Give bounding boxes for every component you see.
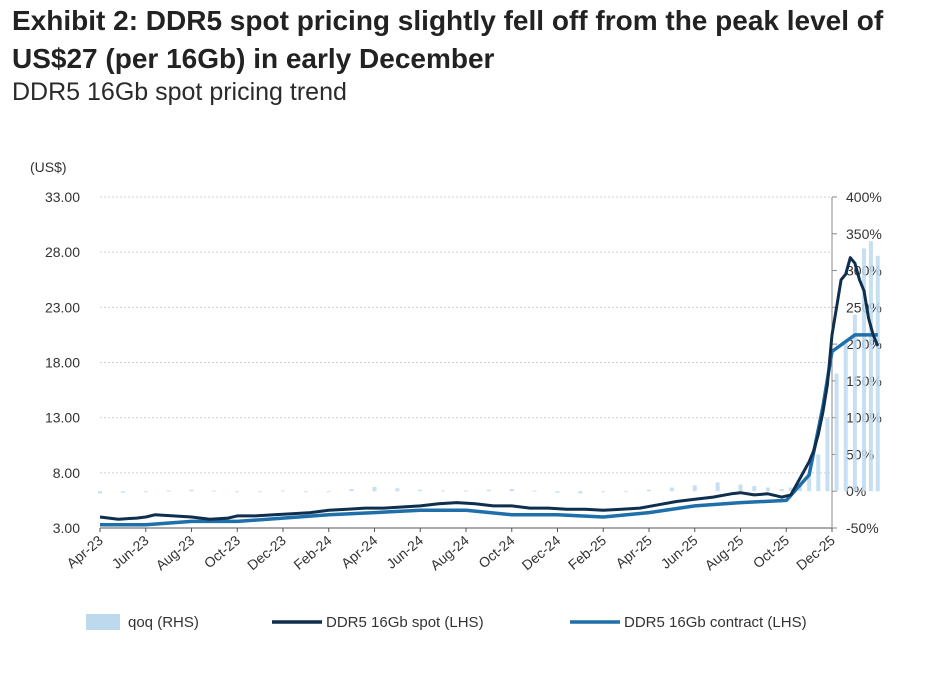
legend-label-qoq: qoq (RHS) [128, 614, 199, 631]
x-tick-label: Apr-25 [612, 532, 655, 571]
contract-price-line [100, 333, 878, 527]
x-tick-label: Feb-24 [290, 532, 334, 573]
qoq-bar [395, 488, 400, 492]
qoq-bar [843, 344, 848, 492]
qoq-bar [555, 491, 560, 493]
qoq-bar [281, 490, 285, 492]
x-tick-label: Feb-25 [565, 532, 609, 573]
chart-subtitle: DDR5 16Gb spot pricing trend [12, 78, 347, 106]
x-tick-label: Dec-24 [519, 532, 564, 573]
legend-label-contract: DDR5 16Gb contract (LHS) [624, 614, 807, 631]
qoq-bar [349, 489, 354, 492]
qoq-bar [807, 472, 812, 492]
qoq-bar [765, 487, 770, 492]
x-tick-label: Jun-23 [109, 532, 152, 572]
qoq-bar [578, 491, 583, 494]
y-right-tick-label: 350% [846, 226, 882, 242]
qoq-bar [816, 454, 821, 492]
qoq-bar [779, 489, 784, 492]
x-tick-label: Jun-25 [658, 532, 701, 572]
qoq-bar [98, 491, 102, 494]
qoq-bar [834, 373, 839, 492]
qoq-bar [509, 489, 514, 492]
x-tick-label: Dec-23 [244, 532, 289, 573]
qoq-bar [532, 490, 537, 492]
x-tick-label: Jun-24 [383, 532, 426, 572]
qoq-bar [788, 487, 793, 492]
qoq-bar [120, 491, 125, 493]
x-tick-label: Oct-24 [475, 532, 518, 571]
y-left-tick-label: 8.00 [53, 465, 80, 481]
x-tick-label: Apr-23 [63, 532, 106, 571]
qoq-bar [372, 486, 377, 492]
qoq-bar [669, 487, 674, 492]
y-left-tick-label: 18.00 [45, 355, 80, 371]
x-tick-label: Aug-24 [427, 532, 472, 573]
x-tick-label: Oct-25 [750, 532, 793, 571]
qoq-bar [303, 491, 308, 493]
qoq-bar [715, 482, 720, 492]
qoq-bar [143, 491, 148, 493]
qoq-bar [738, 484, 743, 492]
y-left-tick-label: 28.00 [45, 244, 80, 260]
legend-label-spot: DDR5 16Gb spot (LHS) [326, 614, 484, 631]
qoq-bar [852, 314, 857, 492]
y-left-tick-label: 33.00 [45, 189, 80, 205]
qoq-bar [601, 491, 606, 493]
qoq-bar [875, 255, 880, 492]
qoq-bar [189, 489, 194, 492]
y-left-tick-label: 3.00 [53, 520, 80, 536]
qoq-bar [441, 490, 446, 492]
qoq-bar [464, 490, 468, 492]
qoq-bar [418, 489, 423, 492]
qoq-bar [862, 248, 867, 492]
qoq-bar [752, 486, 757, 492]
y-left-tick-label: 23.00 [45, 299, 80, 315]
x-tick-label: Aug-23 [153, 532, 198, 573]
qoq-bar [486, 489, 491, 492]
qoq-bar [212, 490, 217, 492]
y-axis-unit-label: (US$) [30, 159, 67, 175]
qoq-bar [235, 491, 240, 493]
qoq-bar [825, 417, 830, 492]
x-tick-label: Aug-25 [702, 532, 747, 573]
y-left-tick-label: 13.00 [45, 410, 80, 426]
x-tick-label: Dec-25 [793, 532, 838, 573]
y-right-tick-label: -50% [846, 520, 879, 536]
qoq-bar [258, 491, 263, 493]
x-tick-label: Oct-23 [201, 532, 244, 571]
qoq-bar [326, 491, 331, 493]
qoq-bar [692, 485, 697, 492]
chart-title: Exhibit 2: DDR5 spot pricing slightly fe… [12, 5, 884, 74]
x-tick-label: Apr-24 [338, 532, 381, 571]
legend-swatch-qoq [86, 614, 120, 630]
y-right-tick-label: 400% [846, 189, 882, 205]
qoq-bar [624, 491, 629, 493]
qoq-bar [868, 241, 873, 492]
qoq-bar [647, 489, 651, 492]
qoq-bar [166, 490, 171, 492]
spot-price-line [99, 256, 880, 521]
